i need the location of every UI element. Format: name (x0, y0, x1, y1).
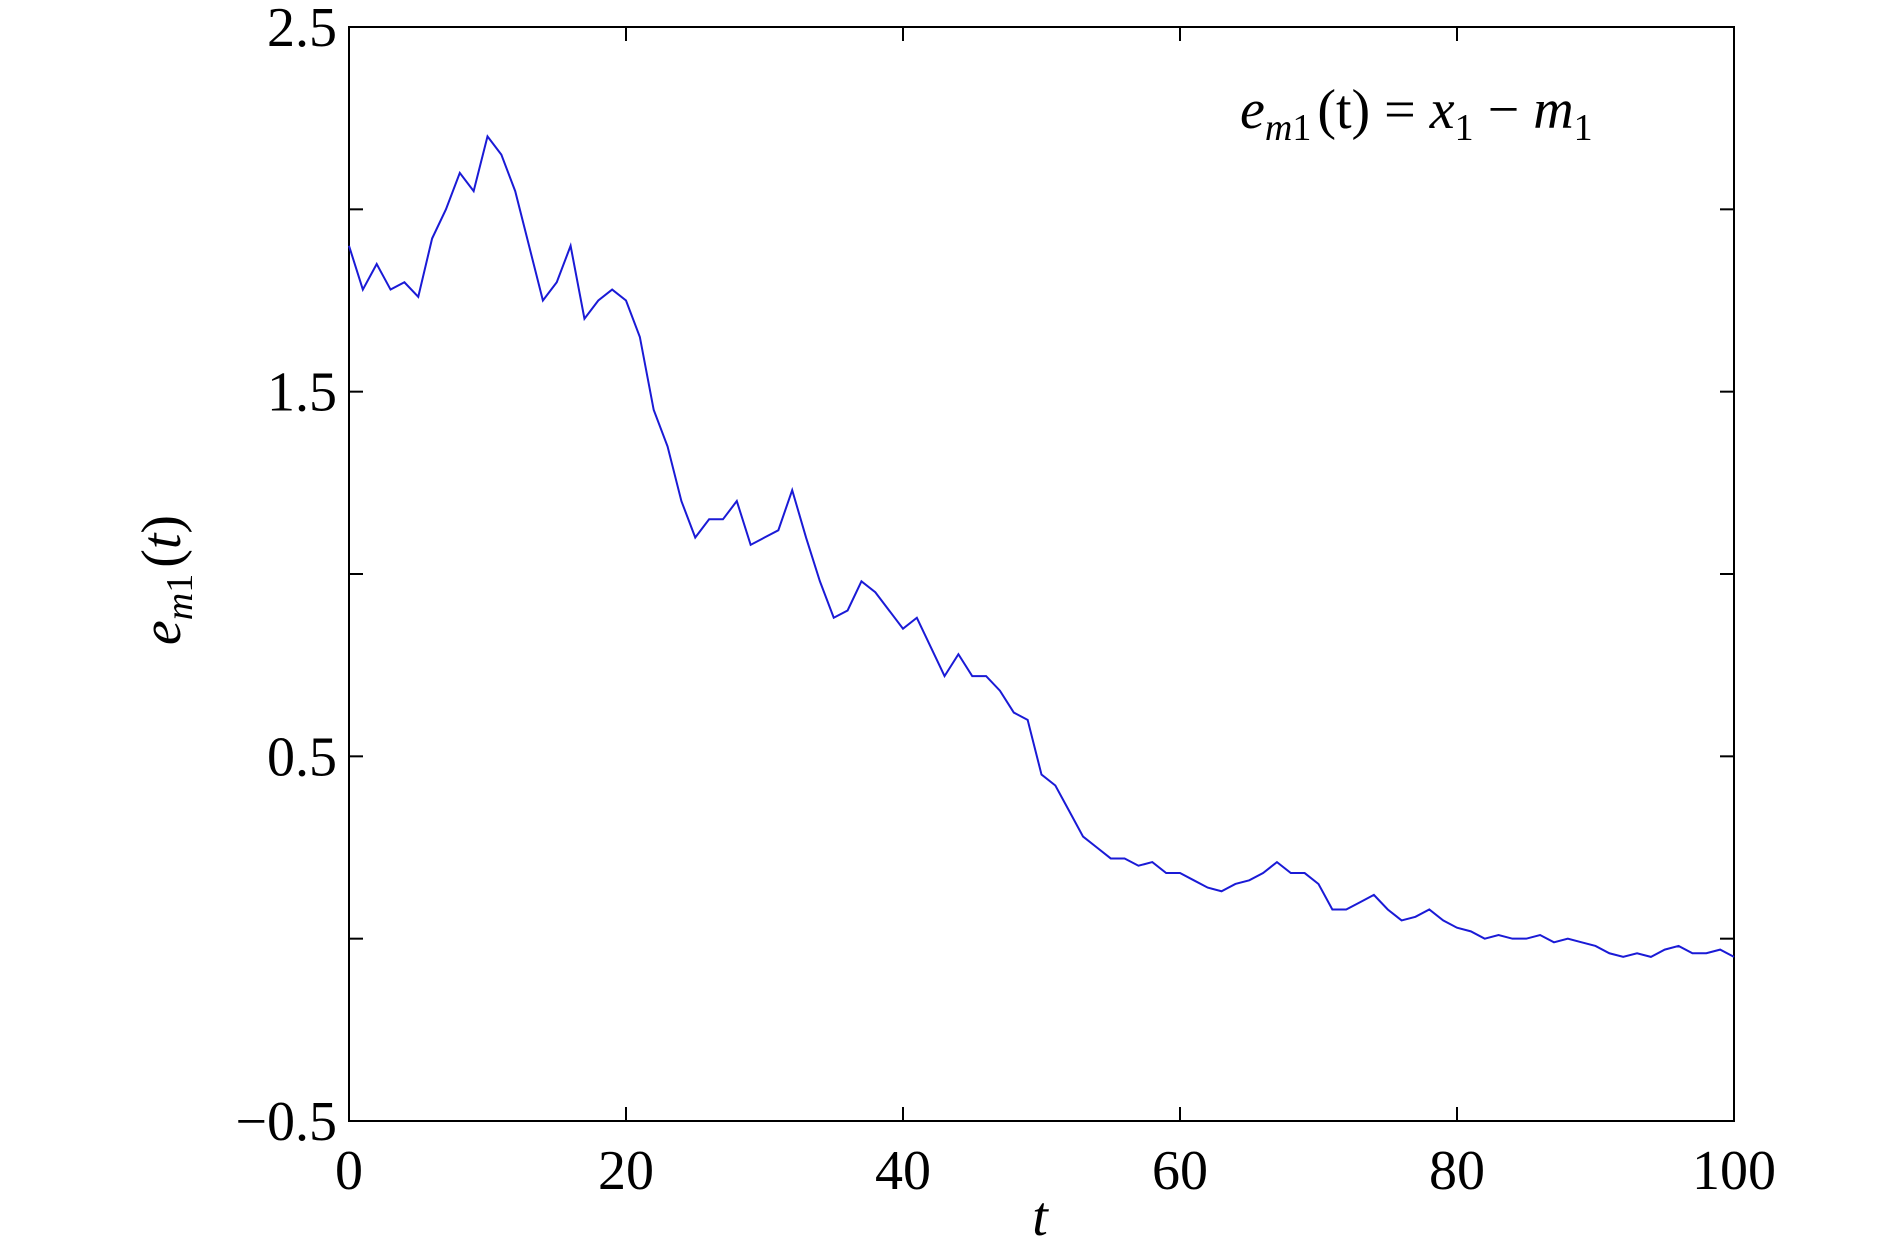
data-line (348, 134, 1735, 958)
annotation-part: m (1265, 107, 1292, 149)
y-label-part: m (159, 593, 201, 620)
y-label-part: t (131, 532, 193, 549)
y-tick-label: 0.5 (267, 726, 337, 788)
annotation-part: 1 (1455, 107, 1474, 149)
x-tick-label: 40 (875, 1140, 931, 1202)
annotation-part: 1 (1292, 107, 1311, 149)
plot-frame (348, 26, 1735, 1122)
annotation-part: m (1533, 79, 1573, 141)
x-axis-label: t (1032, 1186, 1049, 1245)
y-tick-label: −0.5 (235, 1091, 337, 1153)
x-tick-label: 20 (598, 1140, 654, 1202)
y-label-part: ( (131, 549, 193, 568)
annotation-part: (t) = (1317, 79, 1429, 141)
annotation: em1 (t) = x1 − m1 (1240, 79, 1593, 149)
y-label-part: ) (131, 515, 193, 534)
y-label-part: e (131, 620, 193, 645)
annotation-part: x (1429, 79, 1455, 141)
y-tick-label: 2.5 (267, 0, 337, 59)
x-tick-label: 0 (335, 1140, 363, 1202)
x-tick-label: 100 (1692, 1140, 1776, 1202)
annotation-part: 1 (1574, 107, 1593, 149)
y-tick-label: 1.5 (267, 362, 337, 424)
x-tick-label: 80 (1429, 1140, 1485, 1202)
y-axis-label: em1 (t) (131, 515, 201, 645)
annotation-part: e (1240, 79, 1265, 141)
annotation-part: − (1474, 79, 1534, 141)
y-label-part: 1 (159, 574, 201, 593)
x-tick-label: 60 (1152, 1140, 1208, 1202)
